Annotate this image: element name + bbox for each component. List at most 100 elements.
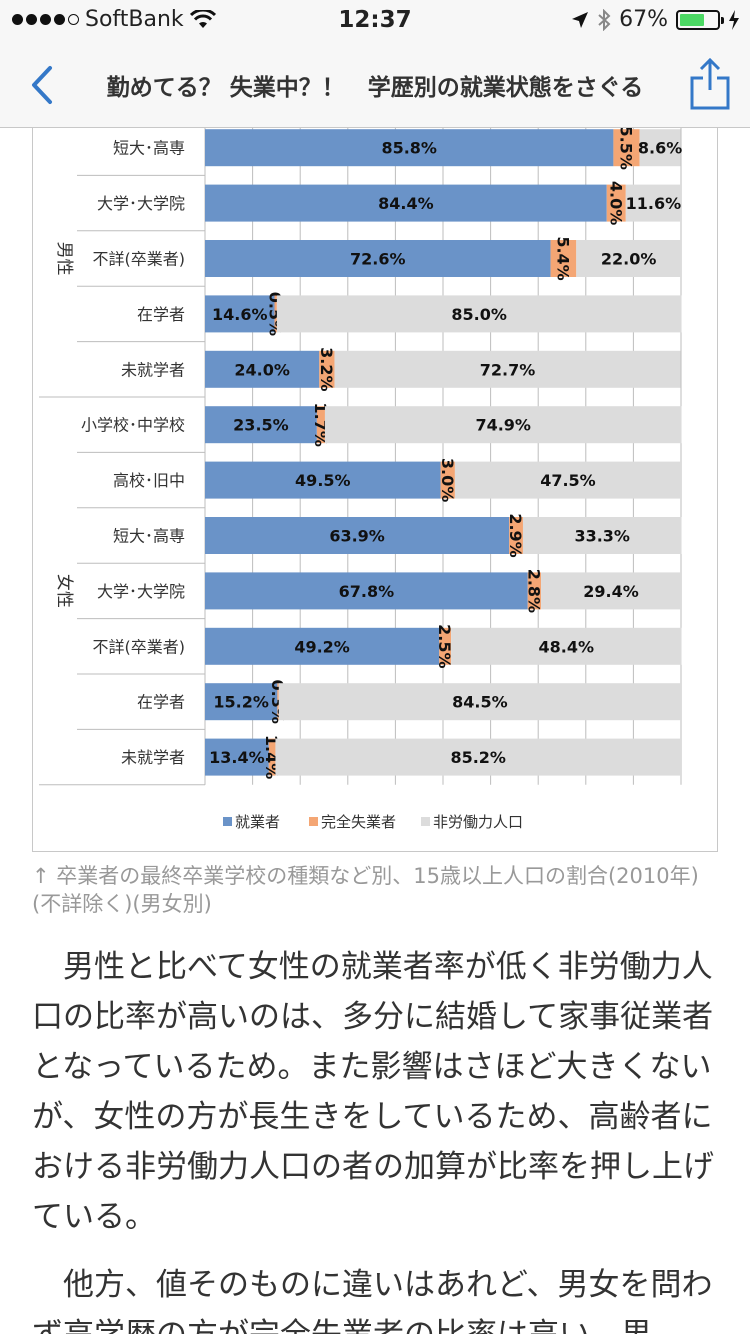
bar-2 xyxy=(277,683,279,721)
data-label: 67.8% xyxy=(339,582,395,601)
bar-1 xyxy=(205,350,320,388)
data-label: 85.2% xyxy=(450,748,506,767)
bar-2 xyxy=(268,738,276,776)
bar-2 xyxy=(316,406,325,444)
legend-label: 非労働力人口 xyxy=(433,813,523,831)
bar-3 xyxy=(541,572,681,610)
article-paragraph: 他方、値そのものに違いはあれど、男女を問わず高学歴の方が完全失業者の比率は高い。… xyxy=(32,1267,713,1334)
bar-2 xyxy=(274,295,277,333)
bar-3 xyxy=(324,406,682,444)
bar-1 xyxy=(205,240,551,277)
data-label: 84.5% xyxy=(452,693,508,712)
wifi-icon xyxy=(189,9,216,28)
data-label: 5.4% xyxy=(553,236,572,280)
data-label: 23.5% xyxy=(233,416,289,435)
data-label: 48.4% xyxy=(539,637,595,656)
bar-1 xyxy=(205,129,614,167)
category-label: 不詳(卒業者) xyxy=(93,250,186,269)
data-label: 63.9% xyxy=(329,527,385,546)
data-label: 29.4% xyxy=(583,582,639,601)
group-label: 男性 xyxy=(54,242,74,276)
data-label: 85.8% xyxy=(381,139,437,158)
battery-percent: 67% xyxy=(619,7,668,32)
status-bar: SoftBank 12:37 67% xyxy=(0,0,750,40)
data-label: 5.5% xyxy=(616,128,635,170)
data-label: 47.5% xyxy=(540,471,596,490)
data-label: 84.4% xyxy=(378,194,434,213)
bar-3 xyxy=(522,517,682,554)
bar-3 xyxy=(454,461,681,499)
category-label: 大学･大学院 xyxy=(97,194,185,213)
category-label: 未就学者 xyxy=(121,360,185,379)
data-label: 72.6% xyxy=(350,250,406,269)
data-label: 3.2% xyxy=(317,347,336,391)
category-label: 在学者 xyxy=(137,305,185,324)
status-time: 12:37 xyxy=(338,7,412,33)
bar-2 xyxy=(613,129,640,167)
status-left: SoftBank xyxy=(12,7,216,32)
bar-2 xyxy=(440,461,455,499)
data-label: 72.7% xyxy=(480,360,536,379)
data-label: 24.0% xyxy=(234,360,290,379)
status-right: 67% xyxy=(571,7,740,32)
bluetooth-icon xyxy=(598,8,611,31)
bar-1 xyxy=(205,738,269,776)
bar-2 xyxy=(527,572,542,610)
bar-3 xyxy=(334,350,681,388)
data-label: 49.2% xyxy=(294,637,350,656)
bar-3 xyxy=(451,627,682,665)
legend-swatch xyxy=(421,817,430,826)
data-label: 74.9% xyxy=(475,416,531,435)
share-icon[interactable] xyxy=(688,56,732,112)
bar-1 xyxy=(205,572,528,610)
chart-container: 男性 女性 短大･高専 85.8% 5.5% 8.6% 大学･大学院 84.4% 4.0% 11.… xyxy=(32,128,718,852)
bar-1 xyxy=(205,406,317,444)
back-chevron-icon[interactable] xyxy=(24,60,64,110)
bar-2 xyxy=(319,350,335,388)
data-label: 15.2% xyxy=(213,693,269,712)
bar-3 xyxy=(625,184,681,222)
data-label: 85.0% xyxy=(451,305,507,324)
battery-icon xyxy=(676,9,724,30)
category-label: 不詳(卒業者) xyxy=(93,637,186,656)
data-label: 2.5% xyxy=(435,624,454,668)
data-label: 11.6% xyxy=(626,194,682,213)
legend-swatch xyxy=(309,817,318,826)
category-label: 小学校･中学校 xyxy=(81,416,185,435)
data-label: 3.0% xyxy=(438,458,457,502)
data-label: 2.8% xyxy=(524,569,543,613)
category-label: 高校･旧中 xyxy=(113,471,185,490)
bar-1 xyxy=(205,517,510,554)
bar-3 xyxy=(639,129,681,167)
bar-2 xyxy=(606,184,626,222)
charging-icon xyxy=(729,9,739,30)
battery-level xyxy=(680,13,705,26)
category-label: 未就学者 xyxy=(121,748,185,767)
carrier-name: SoftBank xyxy=(85,7,184,32)
location-arrow-icon xyxy=(572,11,589,28)
nav-bar: 勤めてる？ 失業中？！ 学歴別の就業状態をさぐる xyxy=(0,40,750,128)
bar-2 xyxy=(550,240,577,277)
data-label: 14.6% xyxy=(212,305,268,324)
bar-1 xyxy=(205,184,607,222)
bar-1 xyxy=(205,683,278,721)
data-label: 2.9% xyxy=(506,513,525,557)
data-label: 49.5% xyxy=(295,471,351,490)
bar-1 xyxy=(205,461,441,499)
category-label: 短大･高専 xyxy=(113,139,185,158)
category-label: 短大･高専 xyxy=(113,527,185,546)
data-label: 4.0% xyxy=(606,181,625,225)
legend-label: 就業者 xyxy=(235,813,280,831)
chart-caption: ↑ 卒業者の最終卒業学校の種類など別、15歳以上人口の割合(2010年)(不詳除… xyxy=(32,864,699,916)
bar-2 xyxy=(439,627,452,665)
signal-icon xyxy=(12,14,79,25)
article-paragraph: 男性と比べて女性の就業者率が低く非労働力人口の比率が高いのは、多分に結婚して家事… xyxy=(32,949,714,1235)
legend-swatch xyxy=(223,817,232,826)
nav-title: 勤めてる？ 失業中？！ 学歴別の就業状態をさぐる xyxy=(106,75,644,101)
data-label: 33.3% xyxy=(574,527,630,546)
data-label: 22.0% xyxy=(601,250,657,269)
bar-3 xyxy=(276,295,682,333)
bar-3 xyxy=(278,683,681,721)
bar-3 xyxy=(275,738,681,776)
